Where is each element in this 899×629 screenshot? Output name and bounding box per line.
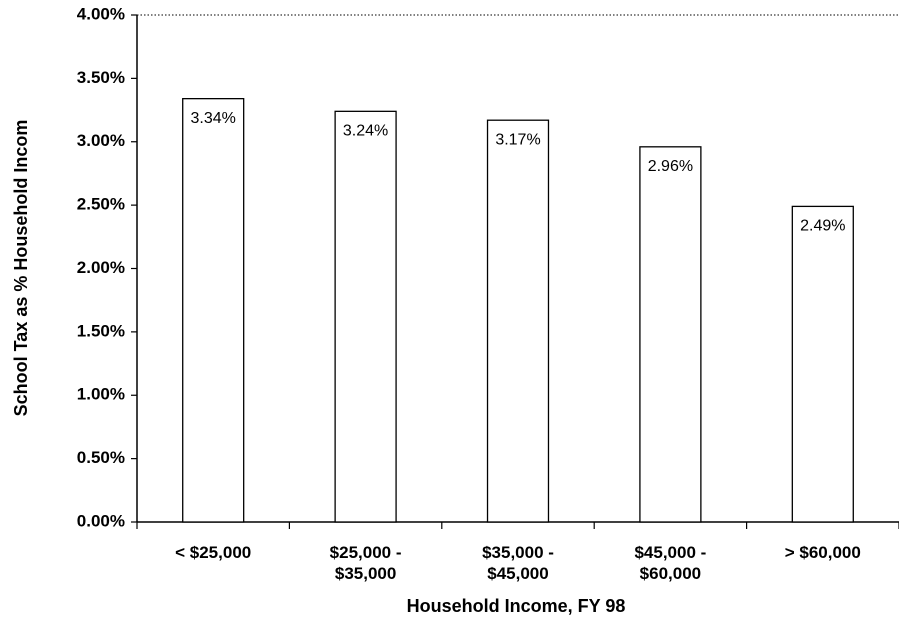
value-label: 3.17%	[495, 131, 540, 148]
bar	[182, 98, 245, 523]
bar	[791, 205, 854, 523]
value-label: 3.24%	[343, 123, 388, 140]
value-label: 3.34%	[191, 110, 236, 127]
y-tick-label: 1.50%	[77, 321, 125, 340]
y-tick-label: 0.50%	[77, 448, 125, 467]
bar	[486, 119, 550, 523]
y-tick-label: 2.00%	[77, 258, 125, 277]
x-tick-label: $45,000 - $60,000	[634, 543, 707, 583]
y-tick-label: 0.00%	[77, 511, 125, 530]
x-tick-label: < $25,000	[175, 543, 252, 562]
x-tick-label: $25,000 - $35,000	[329, 543, 402, 583]
y-axis-title: School Tax as % Household Incom	[11, 120, 31, 417]
x-tick-label: > $60,000	[784, 543, 861, 562]
bar	[334, 110, 397, 523]
x-axis-title: Household Income, FY 98	[407, 596, 626, 616]
value-label: 2.49%	[800, 218, 845, 235]
y-tick-label: 1.00%	[77, 385, 125, 404]
bar	[639, 146, 702, 523]
value-label: 2.96%	[648, 158, 693, 175]
x-tick-label: $35,000 - $45,000	[482, 543, 554, 583]
y-tick-label: 2.50%	[77, 195, 125, 214]
y-tick-label: 3.00%	[77, 131, 125, 150]
y-tick-label: 4.00%	[77, 4, 125, 23]
y-tick-label: 3.50%	[77, 68, 125, 87]
